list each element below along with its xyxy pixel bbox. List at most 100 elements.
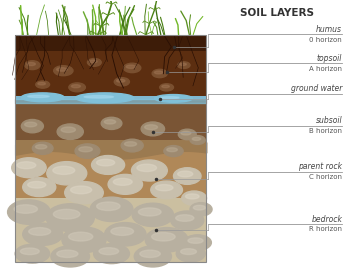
Ellipse shape bbox=[193, 205, 205, 210]
Ellipse shape bbox=[36, 81, 50, 88]
Ellipse shape bbox=[101, 117, 122, 129]
Ellipse shape bbox=[164, 146, 183, 157]
Ellipse shape bbox=[96, 202, 120, 211]
Ellipse shape bbox=[84, 95, 113, 98]
Ellipse shape bbox=[94, 244, 129, 264]
Ellipse shape bbox=[22, 93, 64, 102]
Ellipse shape bbox=[96, 159, 115, 166]
Text: bedrock: bedrock bbox=[311, 215, 342, 224]
Ellipse shape bbox=[70, 186, 92, 194]
Ellipse shape bbox=[176, 245, 205, 262]
Ellipse shape bbox=[134, 246, 171, 267]
Ellipse shape bbox=[38, 82, 45, 85]
Ellipse shape bbox=[184, 235, 211, 250]
Ellipse shape bbox=[176, 215, 194, 221]
Ellipse shape bbox=[61, 127, 75, 132]
Ellipse shape bbox=[178, 171, 193, 177]
Ellipse shape bbox=[51, 246, 90, 267]
Ellipse shape bbox=[87, 59, 101, 66]
Ellipse shape bbox=[99, 248, 119, 255]
Bar bbox=[15, 140, 206, 150]
Ellipse shape bbox=[75, 93, 134, 103]
Ellipse shape bbox=[154, 71, 163, 74]
Ellipse shape bbox=[32, 142, 53, 154]
Text: 0 horizon: 0 horizon bbox=[310, 37, 342, 43]
Bar bbox=[15, 96, 206, 100]
Ellipse shape bbox=[145, 228, 188, 252]
Ellipse shape bbox=[28, 95, 49, 97]
Ellipse shape bbox=[57, 124, 83, 139]
Text: R horizon: R horizon bbox=[309, 227, 342, 232]
Ellipse shape bbox=[62, 227, 106, 253]
Ellipse shape bbox=[151, 181, 183, 199]
Text: parent rock: parent rock bbox=[298, 162, 342, 171]
Ellipse shape bbox=[186, 194, 199, 199]
Ellipse shape bbox=[104, 120, 116, 124]
Ellipse shape bbox=[90, 60, 97, 63]
Ellipse shape bbox=[54, 66, 73, 76]
Ellipse shape bbox=[90, 197, 133, 221]
Ellipse shape bbox=[152, 232, 175, 241]
Ellipse shape bbox=[162, 85, 169, 88]
Bar bbox=[15, 35, 206, 262]
Ellipse shape bbox=[178, 62, 190, 69]
Ellipse shape bbox=[137, 164, 156, 172]
Ellipse shape bbox=[152, 69, 167, 78]
Ellipse shape bbox=[126, 65, 136, 68]
Ellipse shape bbox=[188, 238, 203, 243]
Ellipse shape bbox=[79, 147, 92, 152]
Ellipse shape bbox=[160, 97, 179, 99]
Ellipse shape bbox=[65, 182, 103, 204]
Ellipse shape bbox=[167, 148, 177, 152]
Ellipse shape bbox=[117, 79, 125, 82]
Ellipse shape bbox=[180, 249, 196, 255]
Ellipse shape bbox=[140, 250, 160, 258]
Text: ground water: ground water bbox=[291, 85, 342, 94]
Ellipse shape bbox=[15, 244, 50, 263]
Ellipse shape bbox=[23, 223, 63, 245]
Ellipse shape bbox=[178, 129, 196, 140]
Ellipse shape bbox=[25, 61, 40, 70]
Ellipse shape bbox=[20, 248, 39, 255]
Ellipse shape bbox=[132, 160, 167, 181]
Ellipse shape bbox=[23, 178, 56, 197]
Ellipse shape bbox=[138, 208, 161, 216]
Ellipse shape bbox=[160, 84, 174, 91]
Ellipse shape bbox=[25, 122, 37, 127]
Ellipse shape bbox=[27, 62, 35, 66]
Ellipse shape bbox=[8, 200, 50, 224]
Text: A horizon: A horizon bbox=[309, 66, 342, 72]
Ellipse shape bbox=[57, 68, 67, 71]
Ellipse shape bbox=[121, 139, 143, 152]
Ellipse shape bbox=[132, 203, 174, 227]
Ellipse shape bbox=[69, 232, 93, 241]
Ellipse shape bbox=[22, 120, 43, 133]
Ellipse shape bbox=[69, 83, 85, 92]
Ellipse shape bbox=[192, 137, 201, 141]
Text: SOIL LAYERS: SOIL LAYERS bbox=[240, 8, 314, 18]
Ellipse shape bbox=[53, 209, 80, 219]
Ellipse shape bbox=[92, 155, 125, 174]
Ellipse shape bbox=[154, 95, 193, 102]
Ellipse shape bbox=[179, 63, 186, 66]
Ellipse shape bbox=[57, 250, 78, 258]
Ellipse shape bbox=[105, 223, 146, 246]
Ellipse shape bbox=[111, 227, 134, 235]
Text: C horizon: C horizon bbox=[309, 174, 342, 180]
Text: subsoil: subsoil bbox=[315, 116, 342, 125]
Text: B horizon: B horizon bbox=[309, 128, 342, 134]
Ellipse shape bbox=[124, 63, 141, 73]
Ellipse shape bbox=[114, 78, 129, 86]
Ellipse shape bbox=[108, 174, 143, 194]
Ellipse shape bbox=[75, 144, 100, 158]
Ellipse shape bbox=[171, 211, 204, 230]
Bar bbox=[15, 35, 206, 51]
Ellipse shape bbox=[12, 158, 46, 178]
Ellipse shape bbox=[182, 191, 206, 206]
Ellipse shape bbox=[71, 85, 81, 88]
Ellipse shape bbox=[174, 168, 201, 184]
Ellipse shape bbox=[14, 205, 37, 213]
Ellipse shape bbox=[17, 162, 36, 169]
Bar bbox=[15, 100, 206, 140]
Ellipse shape bbox=[46, 204, 94, 232]
